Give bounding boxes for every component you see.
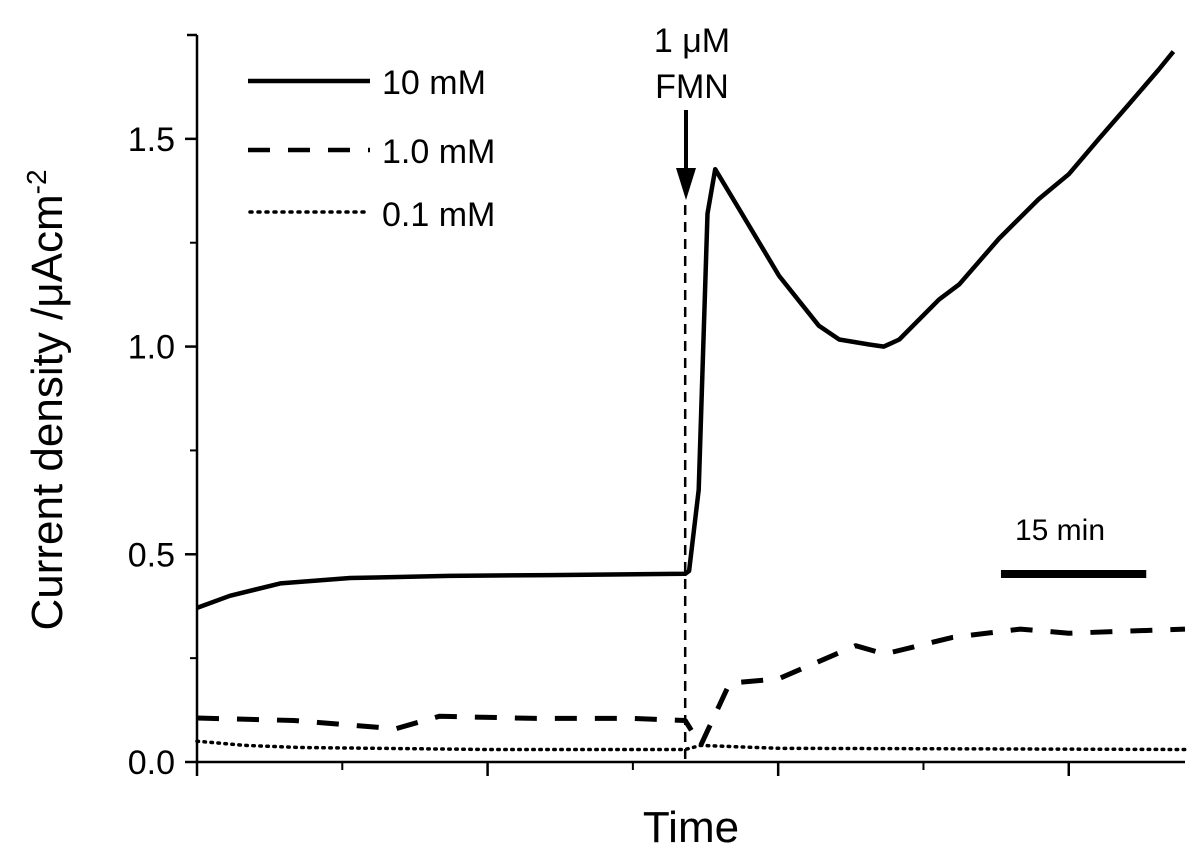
axes: 0.0 0.5 1.0 1.5 <box>128 33 1185 782</box>
y-tick-label: 1.0 <box>128 329 175 367</box>
fmn-annotation: 1 μM FMN <box>654 22 730 762</box>
legend-label-10mM: 10 mM <box>382 64 486 102</box>
y-axis-title: Current density /μAcm-2 <box>21 169 72 630</box>
y-tick-label: 0.5 <box>128 536 175 574</box>
series-group <box>195 50 1187 752</box>
x-axis-title: Time <box>643 803 739 852</box>
legend-label-0.1mM: 0.1 mM <box>382 196 495 234</box>
y-tick-label: 1.5 <box>128 121 175 159</box>
y-axis-title-sup: -2 <box>21 169 52 194</box>
arrow-head-icon <box>676 168 696 200</box>
scale-bar: 15 min <box>1000 514 1147 578</box>
y-tick-label: 0.0 <box>128 744 175 782</box>
series-line-1_0mM <box>196 626 1186 748</box>
series-line-0_1mM <box>195 739 1187 752</box>
legend-label-1mM: 1.0 mM <box>382 133 495 171</box>
legend: 10 mM 1.0 mM 0.1 mM <box>248 64 495 234</box>
series-line-10mM <box>196 50 1176 611</box>
annotation-line1: 1 μM <box>654 22 730 60</box>
y-axis-title-main: Current density /μAcm <box>23 194 72 630</box>
scale-bar-label: 15 min <box>1015 514 1105 547</box>
annotation-line2: FMN <box>655 68 729 106</box>
